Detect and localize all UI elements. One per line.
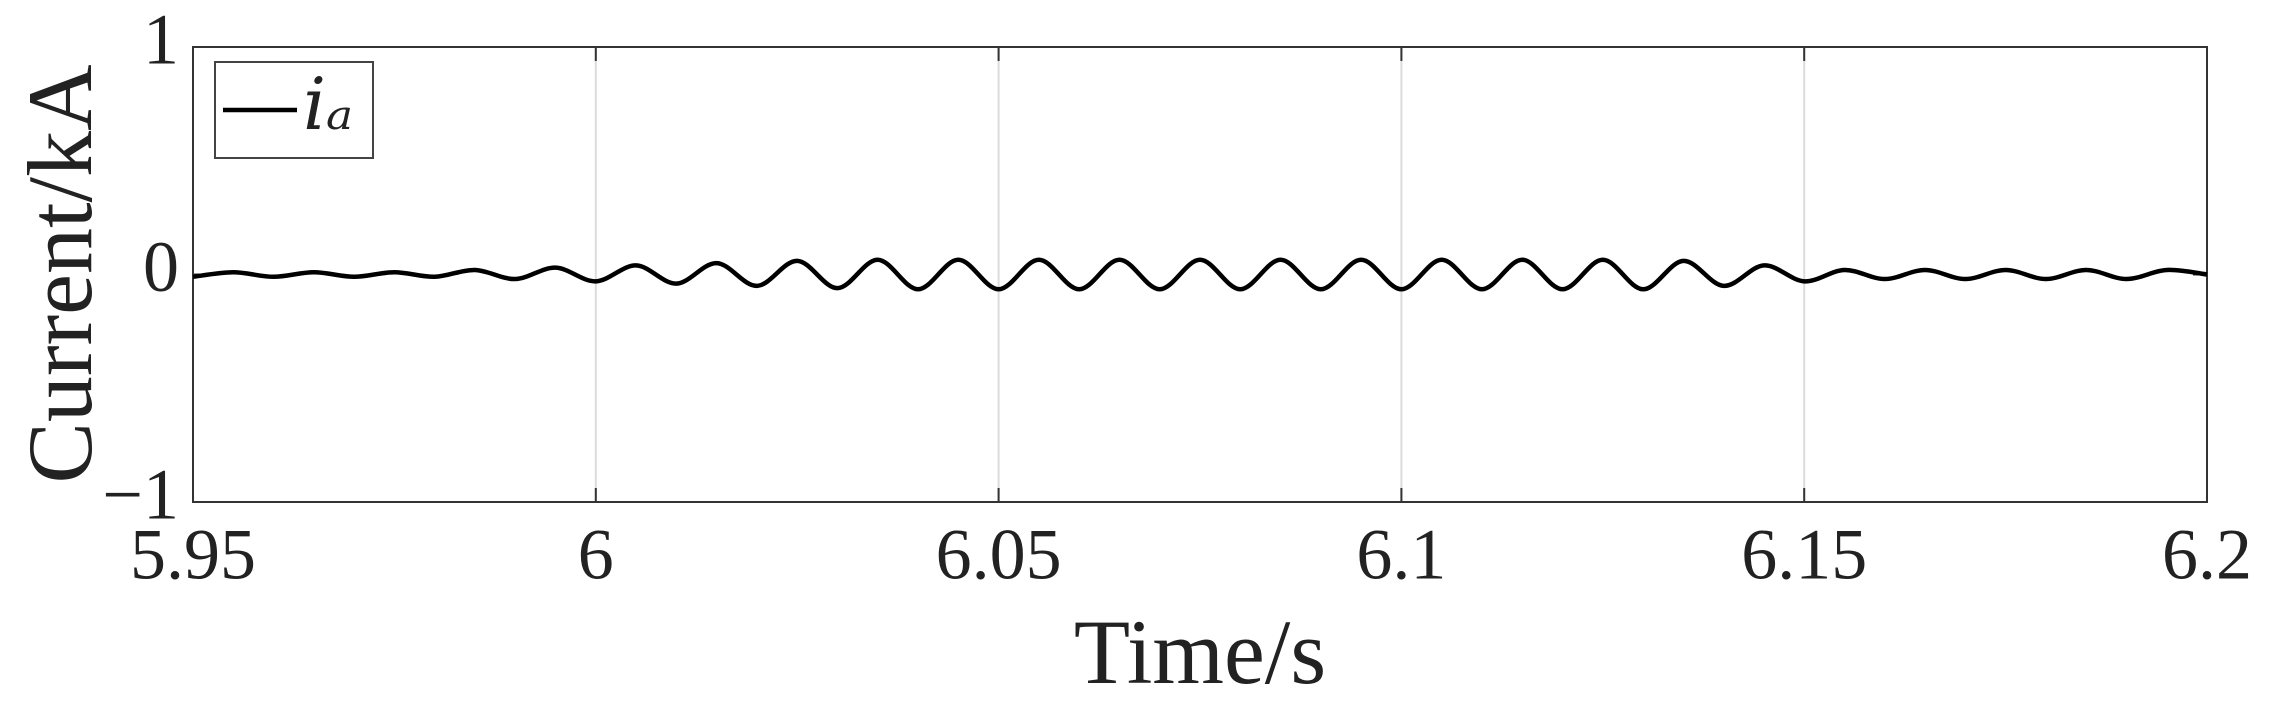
- x-tick-label: 6.15: [1741, 515, 1867, 595]
- x-tick-label: 6.05: [936, 515, 1062, 595]
- x-tick-label: 6: [578, 515, 614, 595]
- y-tick-label: 0: [143, 227, 179, 307]
- x-tick-label: 6.1: [1356, 515, 1446, 595]
- y-axis-label: Current/kA: [9, 64, 111, 483]
- x-axis-label: Time/s: [1074, 601, 1326, 703]
- x-tick-label: 6.2: [2162, 515, 2252, 595]
- legend-label: iₐ: [303, 62, 353, 146]
- y-tick-label: −1: [102, 455, 179, 535]
- x-tick-label: 5.95: [130, 515, 256, 595]
- data-line: [192, 257, 2208, 292]
- y-tick-label: 1: [143, 0, 179, 80]
